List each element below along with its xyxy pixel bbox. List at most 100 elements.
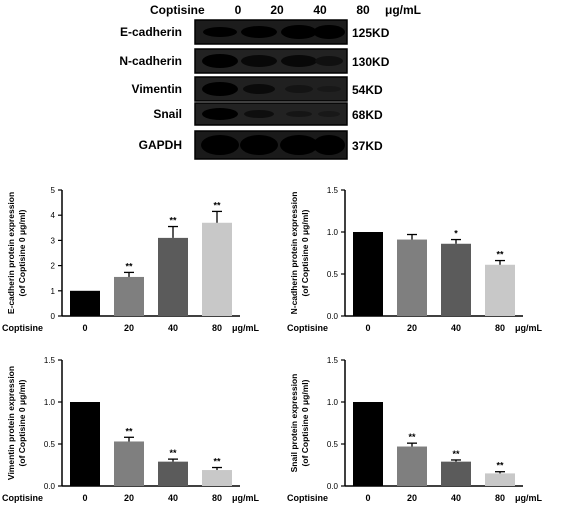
y-tick-label: 0: [51, 312, 56, 321]
significance-label: **: [169, 448, 177, 458]
bar: [70, 402, 100, 486]
bar: [353, 402, 383, 486]
blot-protein-label: Snail: [153, 107, 182, 121]
blot-size-label: 125KD: [352, 26, 390, 40]
y-tick-label: 1: [51, 287, 56, 296]
bar: [158, 237, 188, 316]
significance-label: *: [454, 229, 458, 239]
y-tick-label: 1.0: [327, 398, 339, 407]
x-category-label: 80: [212, 493, 222, 503]
x-category-label: 20: [407, 493, 417, 503]
bar: [397, 446, 427, 486]
x-category-label: 40: [451, 493, 461, 503]
x-axis-unit: μg/mL: [515, 323, 543, 333]
x-category-label: 40: [451, 323, 461, 333]
n-cadherin-chart: 0.0 0.5 1.0 1.5 0 20 * 40 ** 80 Coptisine μg/mL N-ca…: [287, 186, 543, 333]
blot-strip: [194, 76, 348, 102]
x-axis-prefix: Coptisine: [287, 493, 328, 503]
bar: [441, 461, 471, 486]
y-tick-label: 1.5: [44, 356, 56, 365]
x-category-label: 0: [82, 493, 87, 503]
x-category-label: 80: [495, 493, 505, 503]
x-axis-prefix: Coptisine: [287, 323, 328, 333]
significance-label: **: [213, 200, 221, 210]
y-tick-label: 0.0: [327, 482, 339, 491]
blot-strip: [194, 19, 348, 45]
x-category-label: 20: [124, 493, 134, 503]
bar: [114, 276, 144, 316]
y-axis-label: Vimentin protein expression (of Coptisine…: [6, 366, 27, 480]
bar: [441, 243, 471, 316]
y-tick-label: 0.0: [44, 482, 56, 491]
y-axis-label-line: Vimentin protein expression: [6, 366, 16, 480]
blot-dose-80: 80: [356, 3, 370, 17]
bar: [397, 239, 427, 316]
snail-chart: 0.0 0.5 1.0 1.5 0 ** 20 ** 40 ** 80 Coptisine μg/mL S…: [287, 356, 543, 503]
significance-label: **: [496, 461, 504, 471]
x-axis-prefix: Coptisine: [2, 493, 43, 503]
x-category-label: 40: [168, 493, 178, 503]
y-tick-label: 4: [51, 211, 56, 220]
bar: [158, 461, 188, 486]
blot-protein-label: Vimentin: [132, 82, 182, 96]
blot-protein-label: N-cadherin: [119, 54, 182, 68]
blot-size-label: 68KD: [352, 108, 383, 122]
significance-label: **: [452, 449, 460, 459]
blot-size-label: 130KD: [352, 55, 390, 69]
x-category-label: 0: [365, 323, 370, 333]
x-category-label: 40: [168, 323, 178, 333]
y-axis-label-line: (of Coptisine 0 μg/ml): [300, 209, 310, 296]
blot-protein-label: E-cadherin: [120, 25, 182, 39]
blot-size-label: 54KD: [352, 83, 383, 97]
bar: [114, 441, 144, 486]
y-tick-label: 0.5: [44, 440, 56, 449]
y-tick-label: 1.0: [327, 228, 339, 237]
y-axis-label: N-cadherin protein expression (of Coptisi…: [289, 192, 310, 315]
y-tick-label: 0.5: [327, 440, 339, 449]
y-axis-label-line: Snail protein expression: [289, 374, 299, 473]
western-blot-panel: Coptisine 0 20 40 80 μg/mL E-cadherin 12…: [119, 3, 421, 160]
bar: [202, 470, 232, 486]
blot-strip: [194, 48, 348, 74]
bar: [485, 264, 515, 316]
x-category-label: 20: [407, 323, 417, 333]
y-axis-label-line: (of Coptisine 0 μg/ml): [17, 379, 27, 466]
x-category-label: 80: [495, 323, 505, 333]
x-category-label: 0: [82, 323, 87, 333]
y-tick-label: 0.5: [327, 270, 339, 279]
blot-protein-label: GAPDH: [139, 138, 182, 152]
x-axis-prefix: Coptisine: [2, 323, 43, 333]
significance-label: **: [169, 216, 177, 226]
y-axis-label: E-cadherin protein expression (of Coptisi…: [6, 192, 27, 314]
y-tick-label: 3: [51, 236, 56, 245]
y-axis-label-line: N-cadherin protein expression: [289, 192, 299, 315]
significance-label: **: [125, 261, 133, 271]
y-axis-label-line: (of Coptisine 0 μg/ml): [300, 379, 310, 466]
bar: [485, 473, 515, 486]
y-tick-label: 2: [51, 262, 56, 271]
y-axis-label-line: E-cadherin protein expression: [6, 192, 16, 314]
blot-treatment-label: Coptisine: [150, 3, 205, 17]
y-tick-label: 1.5: [327, 356, 339, 365]
blot-dose-20: 20: [270, 3, 284, 17]
y-tick-label: 1.0: [44, 398, 56, 407]
blot-strip: [194, 102, 348, 126]
bar: [70, 290, 100, 316]
blot-strip: [194, 130, 348, 160]
bar: [353, 232, 383, 316]
x-category-label: 80: [212, 323, 222, 333]
bar: [202, 222, 232, 316]
vimentin-chart: 0.0 0.5 1.0 1.5 0 ** 20 ** 40 ** 80 Coptisine μg/mL V…: [2, 356, 260, 503]
x-category-label: 0: [365, 493, 370, 503]
x-axis-unit: μg/mL: [515, 493, 543, 503]
x-axis-unit: μg/mL: [232, 323, 260, 333]
blot-dose-0: 0: [235, 3, 242, 17]
y-axis-label-line: (of Coptisine 0 μg/ml): [17, 209, 27, 296]
blot-unit: μg/mL: [385, 3, 421, 17]
significance-label: **: [213, 457, 221, 467]
y-tick-label: 1.5: [327, 186, 339, 195]
blot-dose-40: 40: [313, 3, 327, 17]
x-category-label: 20: [124, 323, 134, 333]
y-axis-label: Snail protein expression (of Coptisine 0 …: [289, 374, 310, 473]
blot-size-label: 37KD: [352, 139, 383, 153]
